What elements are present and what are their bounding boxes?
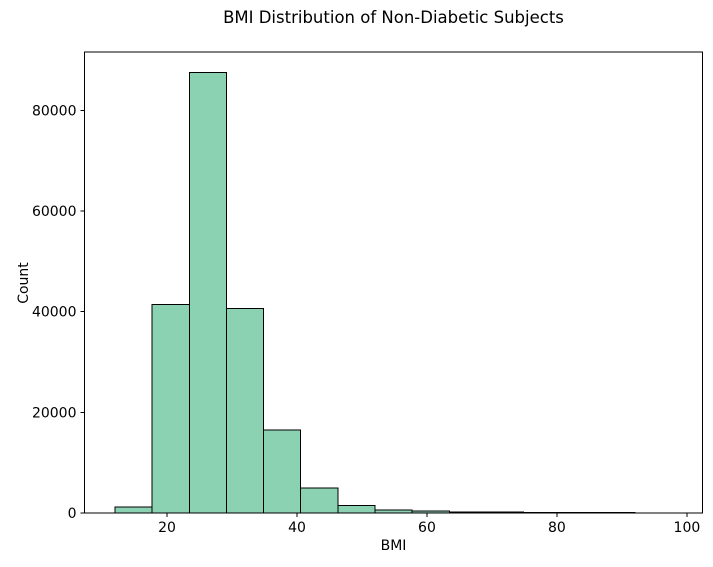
y-axis-label: Count — [16, 262, 32, 304]
histogram-bar — [151, 304, 190, 514]
y-tick-label: 40000 — [32, 305, 77, 321]
x-tick-label: 40 — [288, 520, 306, 536]
x-tick-label: 80 — [548, 520, 566, 536]
x-tick-label: 20 — [158, 520, 176, 536]
y-tick-label: 0 — [68, 506, 77, 522]
histogram-bar — [114, 506, 153, 514]
axes-box — [84, 51, 703, 514]
histogram-bar — [225, 308, 265, 514]
x-axis-label: BMI — [380, 538, 407, 554]
y-tick-label: 20000 — [32, 405, 77, 421]
x-tick-label: 60 — [418, 520, 436, 536]
histogram-bar — [263, 429, 302, 514]
y-tick-label: 60000 — [32, 204, 77, 220]
y-tick-label: 80000 — [32, 103, 77, 119]
x-tick-label: 100 — [674, 520, 701, 536]
chart-title: BMI Distribution of Non-Diabetic Subject… — [223, 8, 564, 27]
histogram-bar — [300, 487, 339, 514]
histogram-bar — [188, 72, 227, 514]
histogram-bar — [337, 504, 376, 514]
